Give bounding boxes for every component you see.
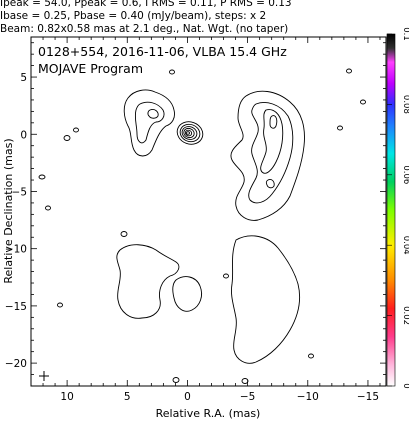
x-tick-label: −5 (240, 391, 255, 403)
header-line-3: Beam: 0.82x0.58 mas at 2.1 deg., Nat. Wg… (0, 23, 289, 35)
x-tick-label: −15 (357, 391, 379, 403)
colorbar-tick-label: 0.06 (401, 165, 409, 184)
y-axis-label: Relative Declination (mas) (2, 138, 15, 283)
y-tick-label: −15 (5, 301, 27, 313)
plot-subtitle: MOJAVE Program (38, 61, 143, 76)
colorbar-tick-label: 0 (401, 383, 409, 388)
y-tick-label: −10 (5, 244, 27, 256)
contour-group (38, 68, 366, 384)
colorbar-tick-label: 0.02 (401, 306, 409, 325)
y-tick-label: 0 (20, 129, 27, 141)
plot-frame (30, 36, 387, 387)
southeast-region (116, 244, 203, 319)
colorbar-tick-label: 0.1 (401, 27, 409, 41)
y-tick-label: −20 (5, 358, 27, 370)
x-tick-label: 0 (184, 391, 191, 403)
noise-contours (38, 68, 366, 384)
x-axis-label: Relative R.A. (mas) (156, 407, 261, 420)
x-tick-label: −10 (297, 391, 319, 403)
colorbar-tick-label: 0.04 (401, 236, 409, 255)
beam-marker (39, 371, 49, 381)
header-line-2: Ibase = 0.25, Pbase = 0.40 (mJy/beam), s… (0, 10, 267, 22)
plot-title: 0128+554, 2016-11-06, VLBA 15.4 GHz (38, 44, 287, 59)
y-tick-label: −5 (12, 186, 27, 198)
header-line-1: Ipeak = 54.0, Ppeak = 0.6, I RMS = 0.11,… (0, 0, 292, 9)
southwest-region (231, 235, 301, 364)
y-tick-label: 5 (20, 72, 27, 84)
x-tick-label: 10 (60, 391, 73, 403)
x-tick-label: 5 (124, 391, 131, 403)
northeast-lobe (123, 89, 175, 157)
core-component (176, 121, 204, 145)
axis-ticks: 10 5 0 −5 −10 −15 5 0 −5 −10 −15 −20 (5, 37, 386, 403)
colorbar-ticks: 0 0.02 0.04 0.06 0.08 0.1 (387, 27, 409, 389)
colorbar (386, 33, 396, 387)
colorbar-tick-label: 0.08 (401, 95, 409, 114)
northwest-jet (230, 90, 305, 221)
